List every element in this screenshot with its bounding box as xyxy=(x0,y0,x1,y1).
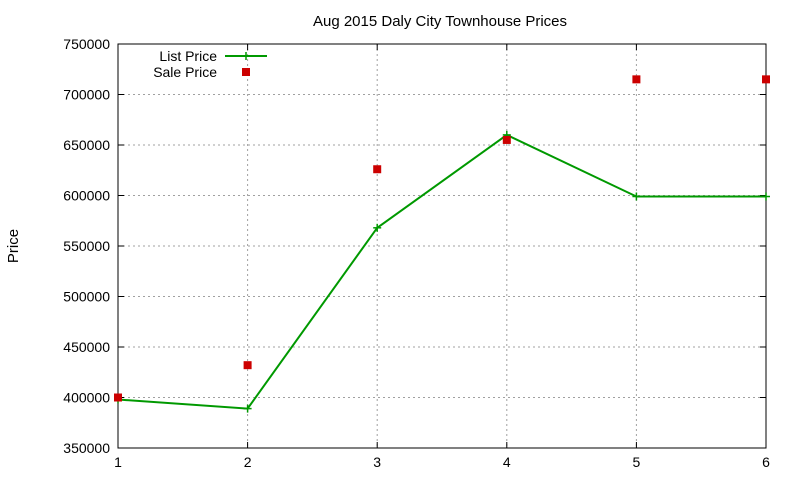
x-tick-label: 6 xyxy=(762,454,770,470)
y-tick-label: 450000 xyxy=(63,339,110,355)
data-point xyxy=(243,404,252,413)
y-tick-label: 650000 xyxy=(63,137,110,153)
data-point xyxy=(632,192,641,201)
data-point xyxy=(762,75,770,84)
data-point xyxy=(114,393,122,402)
legend-item: Sale Price xyxy=(153,64,250,80)
series-2 xyxy=(114,75,770,402)
legend-marker xyxy=(242,68,250,76)
x-tick-label: 2 xyxy=(244,454,252,470)
y-tick-label: 600000 xyxy=(63,188,110,204)
x-tick-label: 1 xyxy=(114,454,122,470)
x-tick-label: 3 xyxy=(373,454,381,470)
legend-item: List Price xyxy=(159,48,267,64)
y-tick-label: 750000 xyxy=(63,36,110,52)
axis-ticks: 350000 400000 450000 500000 550000 600000 6500… xyxy=(63,36,770,470)
data-point xyxy=(502,135,511,144)
x-tick-label: 5 xyxy=(633,454,641,470)
data-point xyxy=(373,165,382,174)
y-tick-label: 400000 xyxy=(63,390,110,406)
x-tick-label: 4 xyxy=(503,454,511,470)
data-point xyxy=(373,223,382,232)
data-point xyxy=(762,192,770,201)
grid xyxy=(118,44,766,448)
legend-label: List Price xyxy=(159,48,217,64)
data-point xyxy=(632,75,641,84)
series xyxy=(114,75,770,413)
series-line xyxy=(117,133,766,410)
series-1 xyxy=(114,130,770,413)
y-tick-label: 350000 xyxy=(63,440,110,456)
y-tick-label: 550000 xyxy=(63,238,110,254)
y-tick-label: 700000 xyxy=(63,87,110,103)
y-tick-label: 500000 xyxy=(63,289,110,305)
legend-label: Sale Price xyxy=(153,64,217,80)
data-point xyxy=(243,361,252,370)
y-axis-label: Price xyxy=(5,229,22,263)
legend-marker xyxy=(242,52,250,60)
chart-title: Aug 2015 Daly City Townhouse Prices xyxy=(313,13,567,30)
